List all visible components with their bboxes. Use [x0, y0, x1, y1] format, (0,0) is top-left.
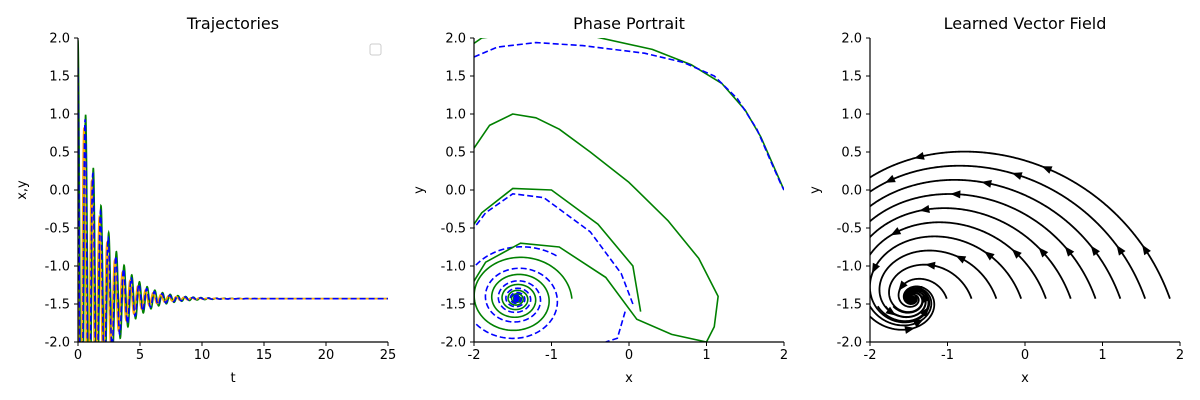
y-axis-label: y	[412, 186, 427, 194]
y-tick-label: -1.0	[837, 260, 862, 275]
chart-title: Phase Portrait	[573, 14, 685, 33]
x-tick-label: 2	[1176, 348, 1184, 363]
x-tick-label: -2	[864, 348, 877, 363]
y-tick-label: 0.5	[445, 146, 466, 161]
chart-phase-portrait: Phase Portrait x y -2 -1 0 1 2 2.0 1.5 1.0 0.5 0.…	[412, 14, 788, 386]
x-tick-label: 20	[318, 348, 335, 363]
trajectory-line-2	[474, 43, 784, 190]
x-tick-label: 25	[380, 348, 397, 363]
y-tick-label: 1.0	[841, 108, 862, 123]
y-tick-label: 0.5	[841, 146, 862, 161]
x-tick-label: 1	[1098, 348, 1106, 363]
x-axis-label: t	[230, 371, 235, 386]
x-tick-label: 2	[780, 348, 788, 363]
arrowhead	[954, 252, 967, 264]
y-axis-label: x,y	[15, 180, 30, 200]
y-tick-label: 0.0	[445, 184, 466, 199]
x-tick-label: 10	[194, 348, 211, 363]
arrowhead	[857, 205, 870, 218]
arrowhead	[889, 227, 902, 239]
y-tick-label: -2.0	[441, 336, 466, 351]
x-axis-label: x	[1021, 371, 1029, 386]
y-tick-label: 0.0	[841, 184, 862, 199]
x-axis-label: x	[625, 371, 633, 386]
y-axis-label: y	[808, 186, 823, 194]
streamline-9	[863, 166, 1145, 299]
y-tick-label: -1.0	[45, 260, 70, 275]
chart-trajectories: Trajectories t x,y 0 5 10 15 20 25 2.0 1.5 1.0 0.…	[15, 14, 396, 400]
streamline-8	[862, 180, 1120, 299]
y-tick-label: 0.5	[49, 146, 70, 161]
series-group	[78, 40, 388, 400]
arrowhead	[1011, 169, 1023, 180]
series-group	[855, 152, 1170, 334]
series-line-0	[78, 40, 388, 400]
y-tick-label: 1.0	[445, 108, 466, 123]
series-line-2	[78, 68, 388, 400]
x-tick-label: 5	[136, 348, 144, 363]
chart-learned-vector-field: Learned Vector Field x y -2 -1 0 1 2 2.0 1.5 1.…	[808, 14, 1184, 386]
x-tick-label: -1	[545, 348, 558, 363]
x-tick-label: -2	[468, 348, 481, 363]
y-tick-label: 1.5	[445, 70, 466, 85]
chart-title: Learned Vector Field	[944, 14, 1107, 33]
y-tick-label: 0.0	[49, 184, 70, 199]
y-tick-label: -2.0	[45, 336, 70, 351]
series-line-1	[78, 128, 388, 400]
y-tick-label: -0.5	[45, 222, 70, 237]
connecting-arc-3	[606, 312, 625, 342]
arrowhead	[1139, 242, 1151, 255]
series-group	[463, 32, 784, 342]
equilibrium-point	[514, 296, 520, 302]
arrowhead	[1040, 163, 1052, 174]
y-tick-label: -1.5	[441, 298, 466, 313]
y-tick-label: 2.0	[445, 32, 466, 47]
y-tick-label: 1.5	[49, 70, 70, 85]
arrowhead	[913, 152, 925, 162]
chart-title: Trajectories	[186, 14, 279, 33]
y-tick-label: -0.5	[441, 222, 466, 237]
y-tick-label: -1.5	[45, 298, 70, 313]
y-tick-label: -1.0	[441, 260, 466, 275]
x-tick-label: 1	[702, 348, 710, 363]
arrowhead	[883, 175, 895, 186]
y-tick-label: 1.0	[49, 108, 70, 123]
x-tick-label: 0	[74, 348, 82, 363]
x-tick-label: -1	[941, 348, 954, 363]
x-tick-label: 0	[625, 348, 633, 363]
y-tick-label: 2.0	[49, 32, 70, 47]
legend-box	[370, 44, 381, 55]
trajectory-line-1	[474, 32, 784, 190]
y-tick-label: -1.5	[837, 298, 862, 313]
y-tick-label: 1.5	[841, 70, 862, 85]
y-tick-label: -0.5	[837, 222, 862, 237]
x-tick-label: 15	[256, 348, 273, 363]
y-tick-label: -2.0	[837, 336, 862, 351]
equilibrium-point	[910, 296, 916, 302]
trajectory-line-0	[474, 114, 718, 342]
x-tick-label: 0	[1021, 348, 1029, 363]
arrowhead	[950, 190, 960, 198]
y-tick-label: 2.0	[841, 32, 862, 47]
